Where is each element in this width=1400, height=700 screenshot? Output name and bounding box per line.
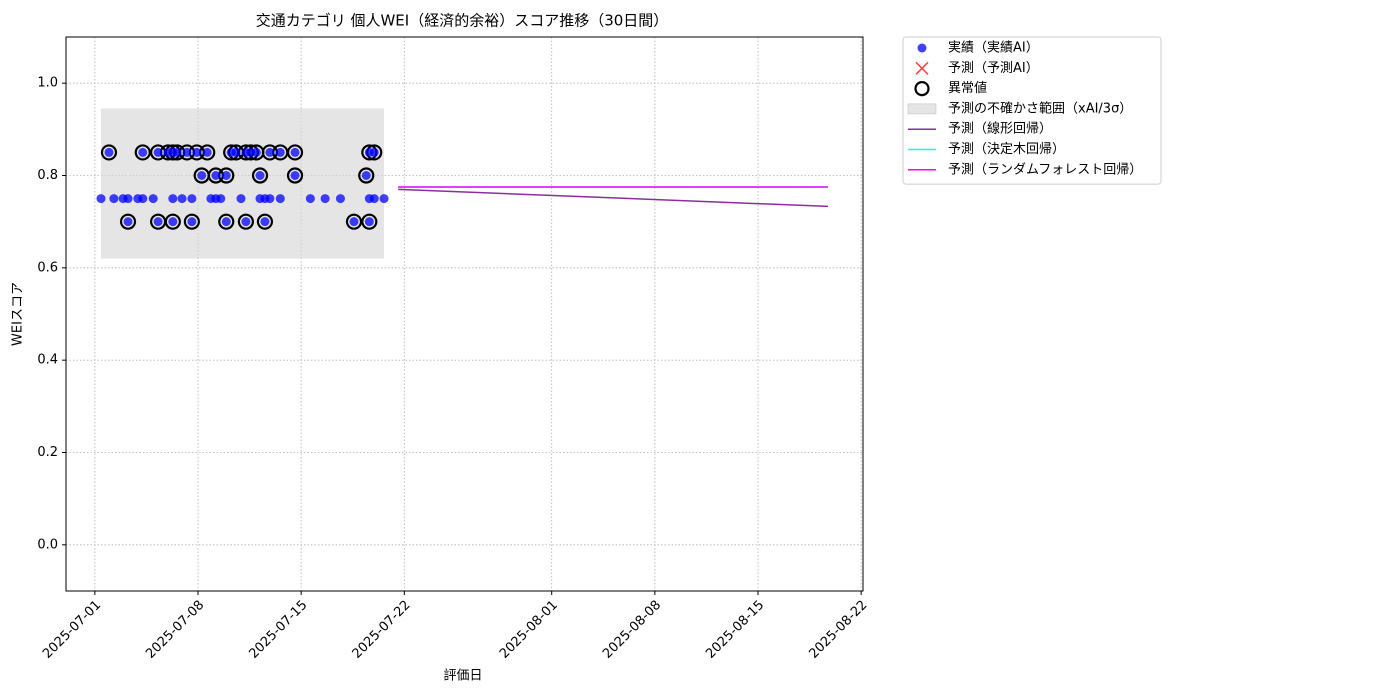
legend-label: 予測（予測AI） (948, 61, 1039, 76)
x-tick-label: 2025-08-08 (600, 598, 664, 662)
x-tick-label: 2025-08-22 (806, 598, 870, 662)
y-tick-label: 0.8 (37, 168, 58, 183)
actual-point (349, 217, 359, 227)
legend-marker (915, 61, 929, 75)
actual-point (192, 147, 202, 157)
anomaly-ring (361, 213, 378, 230)
anomaly-ring (358, 167, 375, 184)
legend-marker (914, 80, 930, 97)
actual-point (265, 194, 275, 204)
anomaly-ring (345, 213, 363, 230)
legend-label: 予測（ランダムフォレスト回帰） (948, 161, 1142, 177)
actual-point (104, 147, 114, 157)
anomaly-ring (286, 167, 304, 184)
y-tick-label: 0.0 (37, 537, 58, 552)
actual-point (364, 217, 374, 227)
actual-point (221, 171, 231, 180)
actual-point (305, 194, 315, 204)
actual-point (221, 217, 231, 227)
y-tick-label: 1.0 (37, 76, 58, 91)
actual-point (275, 147, 285, 157)
anomaly-ring (251, 167, 269, 184)
actual-point (335, 194, 345, 204)
actual-point (290, 171, 300, 180)
anomaly-ring (164, 213, 181, 230)
actual-point (369, 194, 379, 204)
anomaly-ring (119, 213, 137, 230)
legend-label: 予測の不確かさ範囲（xAI/3σ） (948, 100, 1132, 116)
actual-point (138, 194, 148, 204)
actual-point (96, 194, 106, 204)
actual-point (148, 194, 158, 204)
actual-point (275, 194, 285, 204)
actual-point (172, 147, 182, 157)
actual-point (168, 217, 178, 227)
legend-label: 実績（実績AI） (948, 40, 1039, 56)
anomaly-ring (183, 213, 200, 230)
legend-marker (907, 103, 937, 115)
actual-point (109, 194, 119, 204)
actual-point (138, 147, 148, 157)
anomaly-ring (286, 144, 304, 161)
actual-point (265, 147, 275, 157)
x-tick-label: 2025-07-01 (40, 598, 104, 662)
chart-title: 交通カテゴリ 個人WEI（経済的余裕）スコア推移（30日間） (256, 12, 669, 30)
anomaly-ring (237, 213, 255, 230)
x-tick-label: 2025-07-22 (350, 598, 414, 662)
legend-label: 異常値 (948, 80, 987, 96)
actual-point (123, 217, 133, 227)
anomaly-ring (100, 144, 118, 161)
x-tick-label: 2025-07-15 (246, 598, 310, 662)
legend-label: 予測（線形回帰） (948, 121, 1052, 137)
actual-point (361, 171, 371, 180)
actual-point (236, 194, 246, 204)
legend-marker (917, 43, 927, 53)
y-tick-label: 0.6 (37, 260, 58, 275)
actual-point (216, 194, 226, 204)
x-tick-label: 2025-07-08 (143, 598, 207, 662)
legend-box (902, 36, 1162, 185)
x-tick-label: 2025-08-01 (497, 598, 561, 662)
plot-frame (65, 36, 864, 592)
actual-point (260, 217, 270, 227)
anomaly-ring (134, 144, 151, 161)
actual-point (177, 194, 187, 204)
actual-point (255, 171, 265, 180)
actual-point (211, 171, 221, 180)
actual-point (320, 194, 330, 204)
actual-point (379, 194, 389, 204)
uncertainty-band (100, 108, 385, 259)
actual-point (251, 147, 261, 157)
x-axis-label: 評価日 (443, 669, 482, 684)
anomaly-ring (256, 213, 274, 230)
actual-point (168, 194, 178, 204)
actual-point (231, 147, 241, 157)
actual-point (290, 147, 300, 157)
actual-point (187, 217, 197, 227)
actual-point (153, 217, 163, 227)
actual-point (123, 194, 133, 204)
actual-point (187, 194, 197, 204)
actual-point (182, 147, 192, 157)
y-tick-label: 0.4 (37, 353, 58, 368)
actual-point (153, 147, 163, 157)
x-tick-label: 2025-08-15 (703, 598, 767, 662)
prediction-line (398, 188, 829, 208)
anomaly-ring (218, 213, 235, 230)
y-tick-label: 0.2 (37, 445, 58, 460)
actual-point (369, 147, 379, 157)
actual-point (241, 217, 251, 227)
actual-point (202, 147, 212, 157)
legend-label: 予測（決定木回帰） (948, 141, 1065, 157)
actual-point (197, 171, 207, 180)
y-axis-label: WEIスコア (11, 282, 26, 346)
